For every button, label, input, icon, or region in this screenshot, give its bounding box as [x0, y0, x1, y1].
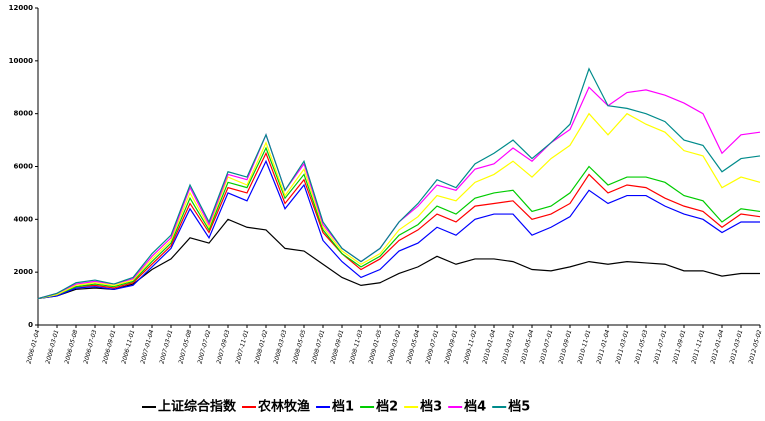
x-tick-label: 2008-03-03	[273, 329, 289, 365]
x-tick-label: 2011-09-01	[672, 329, 688, 364]
x-tick-label: 2006-07-03	[83, 329, 99, 365]
x-tick-label: 2008-09-01	[330, 329, 346, 364]
series-line	[37, 146, 761, 300]
legend-label: 档2	[376, 399, 398, 415]
y-tick-label: 12000	[9, 4, 33, 12]
x-tick-label: 2011-05-03	[634, 329, 650, 365]
x-tick-label: 2006-05-08	[64, 329, 80, 365]
x-tick-label: 2009-07-01	[425, 329, 441, 364]
x-tick-label: 2006-03-01	[45, 329, 61, 364]
x-tick-label: 2010-11-01	[577, 329, 593, 364]
series-line	[37, 159, 760, 300]
x-tick-label: 2008-05-05	[292, 329, 308, 365]
legend-label: 档3	[420, 399, 442, 415]
x-tick-label: 2010-01-04	[482, 329, 498, 365]
x-tick-label: 2012-01-04	[710, 329, 726, 365]
x-tick-label: 2008-11-03	[349, 329, 365, 365]
series-line	[37, 112, 761, 300]
x-tick-label: 2008-01-02	[254, 329, 270, 365]
x-tick-label: 2006-11-01	[121, 329, 137, 364]
x-tick-label: 2010-09-01	[558, 329, 574, 364]
x-tick-label: 2007-03-01	[159, 329, 175, 364]
y-tick-label: 8000	[14, 110, 34, 118]
y-tick-label: 2000	[14, 268, 34, 276]
legend-label: 农林牧渔	[257, 399, 310, 415]
x-tick-label: 2008-07-01	[311, 329, 327, 364]
legend-label: 档1	[332, 399, 354, 415]
x-tick-label: 2011-07-01	[653, 329, 669, 364]
x-tick-label: 2011-11-01	[691, 329, 707, 364]
x-tick-label: 2007-01-04	[140, 329, 156, 365]
x-tick-label: 2009-05-04	[406, 329, 422, 365]
x-tick-label: 2009-11-02	[463, 329, 479, 365]
x-tick-label: 2010-07-01	[539, 329, 555, 364]
x-tick-label: 2011-01-04	[596, 329, 612, 365]
x-tick-label: 2011-03-01	[615, 329, 631, 364]
series-line	[37, 218, 760, 300]
x-tick-label: 2012-05-02	[748, 329, 764, 365]
x-tick-label: 2009-09-01	[444, 329, 460, 364]
y-tick-label: 6000	[14, 163, 34, 171]
y-tick-label: 10000	[9, 57, 33, 65]
series-line	[37, 67, 761, 300]
legend-label: 档5	[508, 399, 530, 415]
x-tick-label: 2007-05-08	[178, 329, 194, 365]
legend-label: 档4	[464, 399, 486, 415]
legend-label: 上证综合指数	[158, 399, 237, 415]
x-tick-label: 2010-05-04	[520, 329, 536, 365]
x-tick-label: 2007-09-03	[216, 329, 232, 365]
x-tick-label: 2009-01-05	[368, 329, 384, 365]
series-line	[37, 151, 761, 300]
x-tick-label: 2007-11-01	[235, 329, 251, 364]
x-tick-label: 2012-03-01	[729, 329, 745, 364]
y-tick-label: 0	[28, 321, 33, 329]
x-tick-label: 2006-01-04	[26, 329, 42, 365]
x-tick-label: 2006-09-01	[102, 329, 118, 364]
x-tick-label: 2010-03-01	[501, 329, 517, 364]
x-tick-label: 2007-07-02	[197, 329, 213, 365]
x-tick-label: 2009-03-02	[387, 329, 403, 365]
y-tick-label: 4000	[14, 215, 34, 223]
